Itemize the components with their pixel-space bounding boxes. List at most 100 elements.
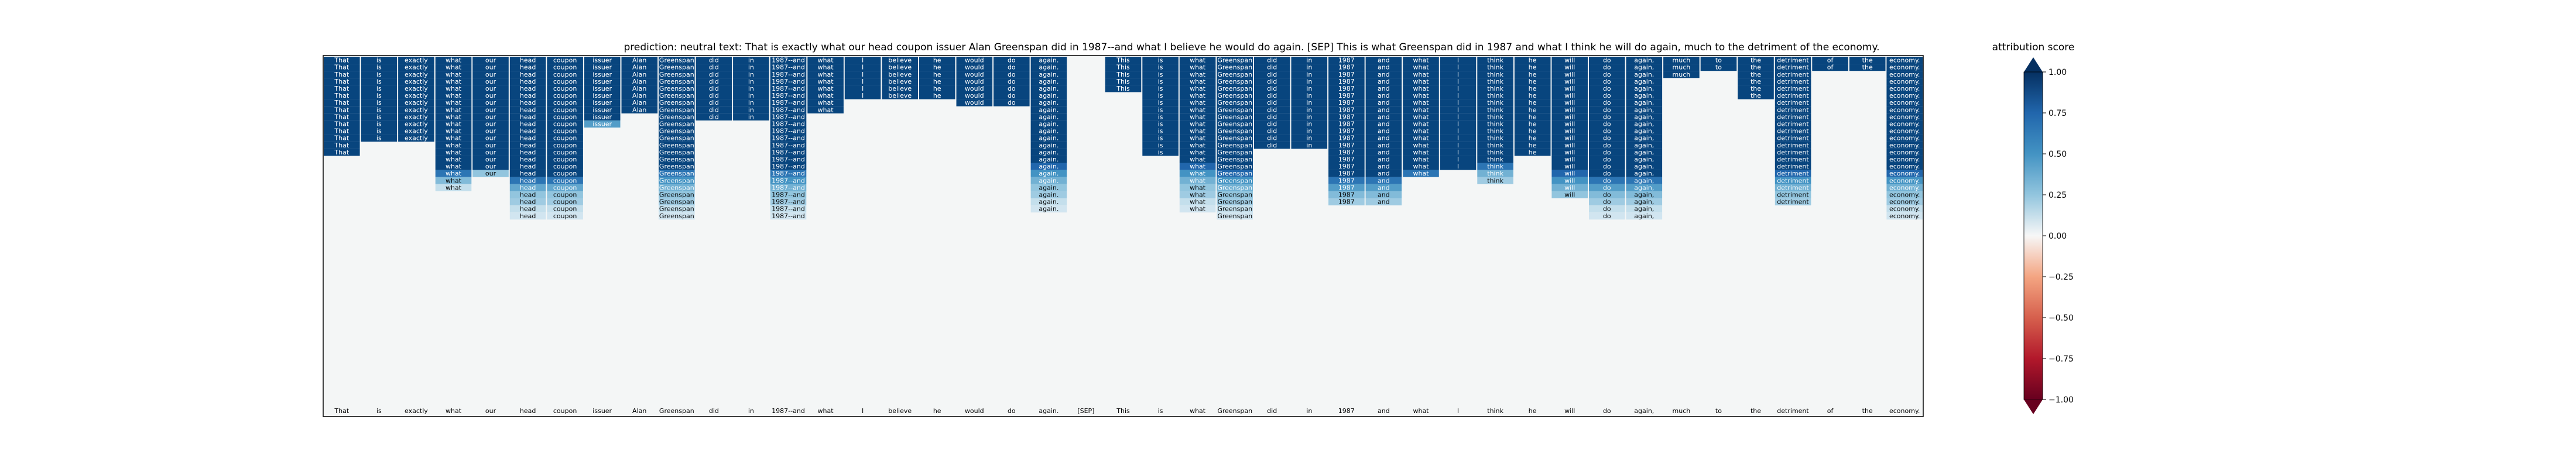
heatmap-cell: [361, 106, 398, 113]
heatmap-cell: [659, 113, 695, 121]
heatmap-cell: [1328, 78, 1365, 85]
heatmap-cell: [361, 85, 398, 92]
heatmap-cell: [1551, 106, 1588, 113]
heatmap-cell: [1254, 92, 1290, 99]
heatmap-cell: [1477, 106, 1513, 113]
heatmap-cell-label: head: [520, 99, 536, 106]
heatmap-cell: [547, 212, 583, 220]
heatmap-cell-label: will: [1564, 156, 1575, 163]
heatmap-cell-label: exactly: [405, 99, 428, 106]
heatmap-cell-label: 1987: [1338, 191, 1355, 199]
heatmap-cell: [770, 135, 807, 142]
heatmap-cell: [509, 163, 546, 170]
heatmap-cell: [1440, 71, 1477, 78]
heatmap-cell-label: in: [1306, 142, 1312, 149]
heatmap-cell: [1477, 163, 1513, 170]
heatmap-cell-label: what: [446, 106, 462, 113]
heatmap-cell-label: what: [1190, 135, 1206, 142]
heatmap-cell-label: think: [1487, 64, 1503, 71]
heatmap-cell-label: again,: [1634, 149, 1654, 156]
heatmap-cell: [472, 170, 509, 177]
heatmap-cell: [1217, 106, 1253, 113]
heatmap-cell-label: exactly: [405, 78, 428, 85]
heatmap-cell: [1105, 57, 1142, 64]
heatmap-cell: [1551, 85, 1588, 92]
heatmap-cell: [509, 170, 546, 177]
heatmap-cell: [994, 71, 1030, 78]
x-tick-label: did: [1267, 407, 1277, 415]
x-tick-label: the: [1862, 407, 1873, 415]
heatmap-cell-label: coupon: [553, 205, 577, 213]
heatmap-cell-label: Alan: [632, 106, 646, 113]
heatmap-cell-label: and: [1378, 92, 1390, 99]
heatmap-cell: [1403, 163, 1439, 170]
heatmap-cell-label: exactly: [405, 57, 428, 64]
heatmap-cell: [1254, 78, 1290, 85]
heatmap-cell: [659, 156, 695, 163]
heatmap-cell-label: will: [1564, 191, 1575, 199]
x-tick-label: is: [1158, 407, 1163, 415]
heatmap-cell: [1179, 184, 1216, 191]
heatmap-cell: [1775, 191, 1811, 198]
heatmap-cell-label: head: [520, 156, 536, 163]
heatmap-cell: [1626, 170, 1663, 177]
heatmap-cell: [1365, 156, 1402, 163]
heatmap-cell: [1477, 177, 1513, 184]
heatmap-cell-label: what: [1413, 78, 1429, 85]
heatmap-cell-label: Greenspan: [659, 135, 694, 142]
heatmap-cell-label: Greenspan: [1217, 78, 1252, 85]
heatmap-cell: [361, 64, 398, 71]
colorbar-tick-label: 0.00: [2049, 232, 2067, 241]
heatmap-cell: [1551, 191, 1588, 198]
heatmap-cell: [472, 78, 509, 85]
heatmap-cell-label: Greenspan: [659, 170, 694, 177]
heatmap-cell: [1589, 78, 1625, 85]
heatmap-cell: [1626, 142, 1663, 149]
heatmap-cell-label: think: [1487, 177, 1503, 184]
heatmap-cell: [547, 198, 583, 206]
heatmap-cell: [1030, 135, 1067, 142]
heatmap-cell-label: our: [485, 64, 496, 71]
heatmap-cell: [1589, 135, 1625, 142]
heatmap-cell: [1291, 113, 1328, 121]
heatmap-cell: [547, 142, 583, 149]
heatmap-cell-label: will: [1564, 99, 1575, 106]
heatmap-cell-label: exactly: [405, 113, 428, 121]
heatmap-cell: [659, 99, 695, 106]
heatmap-cell-label: in: [1306, 135, 1312, 142]
heatmap-cell-label: 1987--and: [772, 99, 805, 106]
heatmap-cell: [621, 64, 658, 71]
heatmap-cell-label: again.: [1039, 85, 1059, 92]
heatmap-cell-label: do: [1603, 121, 1611, 128]
heatmap-cell-label: again.: [1039, 128, 1059, 135]
heatmap-cell-label: he: [1529, 149, 1537, 156]
heatmap-cell: [1254, 128, 1290, 135]
heatmap-cell: [1217, 142, 1253, 149]
heatmap-cell: [435, 135, 472, 142]
heatmap-cell-label: what: [1190, 170, 1206, 177]
heatmap-cell: [1589, 198, 1625, 206]
heatmap-cell-label: is: [376, 57, 382, 64]
heatmap-cell: [1403, 106, 1439, 113]
heatmap-cell-label: economy.: [1889, 113, 1920, 121]
heatmap-cell: [1886, 149, 1923, 156]
heatmap-cell-label: 1987--and: [772, 64, 805, 71]
heatmap-cell-label: coupon: [553, 142, 577, 149]
heatmap-cell: [770, 177, 807, 184]
heatmap-cell-label: head: [520, 121, 536, 128]
heatmap-cell-label: what: [446, 142, 462, 149]
heatmap-cell: [1626, 57, 1663, 64]
heatmap-cell-label: again.: [1039, 156, 1059, 163]
heatmap-cell-label: 1987--and: [772, 191, 805, 199]
heatmap-cell: [1775, 142, 1811, 149]
heatmap-cell: [509, 191, 546, 198]
heatmap-cell: [1626, 205, 1663, 213]
heatmap-cell-label: again.: [1039, 121, 1059, 128]
heatmap-cell-label: do: [1008, 92, 1016, 99]
heatmap-cell: [807, 78, 844, 85]
heatmap-cell-label: will: [1564, 135, 1575, 142]
heatmap-cell-label: detriment: [1777, 64, 1809, 71]
heatmap-cell: [1365, 85, 1402, 92]
heatmap-cell-label: This: [1116, 64, 1130, 71]
heatmap-cell: [1886, 120, 1923, 128]
